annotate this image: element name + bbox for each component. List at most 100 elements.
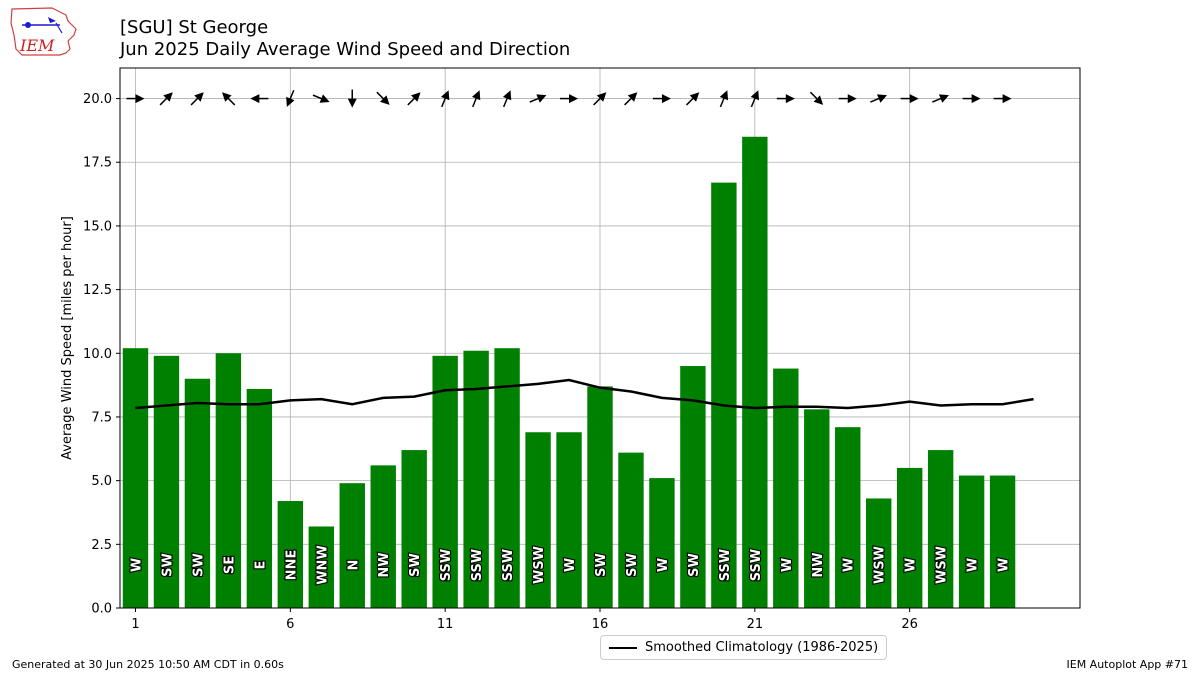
- direction-label: WSW: [935, 546, 950, 584]
- direction-label: SSW: [718, 549, 733, 581]
- wind-speed-bar: [896, 467, 923, 608]
- direction-label: NNE: [284, 550, 299, 581]
- chart-title: [SGU] St George: [120, 17, 269, 38]
- direction-label: E: [253, 561, 268, 570]
- wind-speed-bar: [401, 450, 427, 608]
- wind-speed-bar: [835, 427, 861, 608]
- direction-label: SE: [222, 556, 237, 574]
- arrow-head: [441, 90, 450, 101]
- direction-label: SSW: [439, 549, 454, 581]
- direction-label: SW: [408, 553, 423, 577]
- arrow-head: [689, 92, 700, 102]
- wind-speed-bar: [958, 475, 985, 608]
- legend-label: Smoothed Climatology (1986-2025): [645, 640, 879, 655]
- direction-label: N: [346, 560, 361, 571]
- wind-speed-bar: [742, 136, 768, 608]
- wind-direction-arrow: [502, 90, 512, 108]
- arrow-head: [536, 94, 547, 103]
- wind-speed-bar: [587, 386, 613, 608]
- wind-direction-arrow: [686, 92, 700, 106]
- wind-direction-arrow: [250, 94, 269, 104]
- arrow-head: [502, 90, 512, 101]
- wind-speed-bar: [432, 355, 458, 608]
- wind-speed-bar: [339, 483, 365, 608]
- direction-label: NW: [377, 552, 392, 577]
- x-tick-label: 6: [286, 617, 294, 632]
- arrow-head: [971, 94, 981, 104]
- direction-label: WSW: [532, 546, 547, 584]
- arrow-head: [347, 98, 357, 108]
- wind-direction-arrow: [593, 92, 607, 106]
- wind-direction-arrow: [809, 91, 824, 105]
- wind-speed-bar: [680, 366, 706, 608]
- wind-direction-arrow: [286, 89, 295, 107]
- direction-label: W: [780, 558, 795, 572]
- iem-logo: IEM: [10, 7, 77, 56]
- wind-direction-arrow: [750, 90, 759, 108]
- direction-label: SW: [191, 553, 206, 577]
- wind-direction-arrow: [471, 90, 481, 108]
- wind-direction-arrow: [719, 90, 729, 108]
- arrow-head: [750, 90, 759, 101]
- wind-speed-bar: [649, 478, 675, 608]
- wind-speed-bar: [494, 348, 520, 608]
- arrow-head: [785, 94, 795, 104]
- arrow-head: [163, 92, 173, 102]
- wind-direction-arrow: [347, 89, 357, 108]
- direction-label: W: [563, 558, 578, 572]
- y-tick-label: 7.5: [91, 410, 112, 425]
- logo-text: IEM: [19, 36, 55, 55]
- arrow-head: [719, 90, 729, 101]
- wind-speed-bar: [246, 388, 273, 608]
- y-axis-label: Average Wind Speed [miles per hour]: [60, 216, 75, 460]
- y-tick-label: 5.0: [91, 474, 112, 489]
- y-tick-label: 10.0: [83, 347, 112, 362]
- arrow-head: [319, 94, 330, 103]
- direction-label: SW: [625, 553, 640, 577]
- direction-label: W: [997, 558, 1012, 572]
- arrow-head: [1002, 94, 1012, 104]
- direction-label: SSW: [749, 549, 764, 581]
- arrow-head: [813, 95, 824, 105]
- legend: Smoothed Climatology (1986-2025): [600, 635, 888, 660]
- wind-speed-bar: [711, 182, 737, 609]
- x-tick-label: 1: [131, 617, 139, 632]
- wind-direction-arrow: [776, 94, 795, 104]
- arrow-head: [876, 94, 888, 103]
- climatology-line: [135, 378, 1034, 410]
- direction-label: WNW: [315, 545, 330, 585]
- wind-direction-arrow: [962, 94, 981, 104]
- direction-label: W: [842, 558, 857, 572]
- wind-speed-bar: [773, 368, 799, 608]
- arrow-head: [569, 94, 579, 104]
- wind-direction-arrow: [312, 94, 330, 103]
- arrow-head: [938, 94, 949, 103]
- arrow-head: [250, 94, 260, 104]
- arrow-head: [909, 94, 919, 104]
- direction-label: SW: [594, 553, 609, 577]
- direction-label: SSW: [501, 549, 516, 581]
- arrow-head: [627, 92, 638, 102]
- generated-footer: Generated at 30 Jun 2025 10:50 AM CDT in…: [12, 658, 284, 671]
- wind-speed-bar: [927, 450, 954, 608]
- wind-direction-arrow: [870, 94, 888, 103]
- wind-direction-arrow: [190, 92, 204, 106]
- direction-label: NW: [811, 552, 826, 577]
- arrow-head: [286, 96, 295, 107]
- wind-speed-bar: [804, 409, 830, 608]
- wind-speed-bar: [370, 465, 396, 608]
- wind-direction-arrow: [529, 94, 547, 103]
- x-tick-label: 16: [592, 617, 609, 632]
- app-footer: IEM Autoplot App #71: [1066, 658, 1189, 671]
- x-tick-label: 26: [901, 617, 918, 632]
- wind-speed-bar: [277, 501, 304, 608]
- direction-label: W: [966, 558, 981, 572]
- direction-label: W: [904, 558, 919, 572]
- wind-speed-bar: [866, 498, 892, 608]
- arrow-head: [222, 92, 232, 102]
- wind-direction-arrow: [441, 90, 450, 108]
- wind-direction-arrow: [222, 92, 236, 106]
- x-tick-label: 11: [437, 617, 454, 632]
- y-tick-label: 15.0: [83, 219, 112, 234]
- wind-direction-arrow: [932, 94, 949, 103]
